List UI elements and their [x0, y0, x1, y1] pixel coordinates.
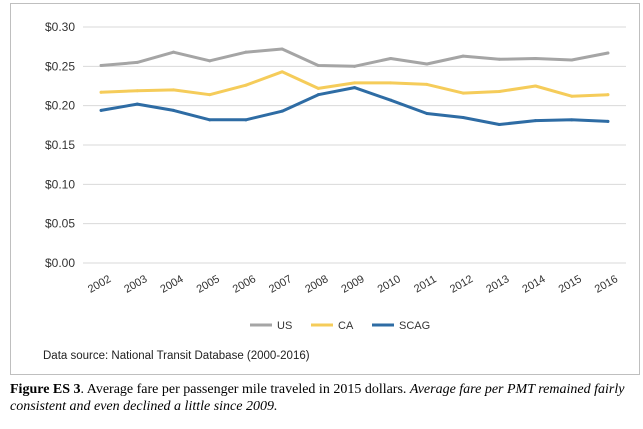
y-tick-label: $0.15	[45, 138, 75, 152]
data-point-scag	[353, 86, 356, 90]
data-point-scag	[244, 118, 248, 122]
x-tick-label: 2002	[86, 273, 113, 296]
x-tick-label: 2004	[158, 273, 185, 296]
chart-frame: $0.00 $0.05 $0.10 $0.15 $0.20 $0.25 $0.30 2002 2…	[10, 3, 640, 375]
data-point-us	[244, 50, 248, 54]
x-tick-label: 2012	[448, 273, 475, 296]
data-point-us	[534, 56, 537, 60]
legend-label-scag: SCAG	[399, 320, 430, 332]
data-point-us	[99, 64, 103, 68]
data-point-ca	[425, 82, 429, 86]
x-tick-label: 2009	[339, 273, 366, 296]
x-tick-label: 2006	[231, 273, 258, 296]
data-point-scag	[497, 123, 501, 127]
data-point-ca	[172, 88, 175, 92]
x-tick-label: 2010	[376, 273, 403, 296]
figure-title: . Average fare per passenger mile travel…	[80, 382, 410, 397]
data-point-us	[172, 50, 175, 54]
data-point-ca	[606, 93, 610, 97]
data-point-us	[606, 51, 610, 55]
data-point-scag	[316, 93, 320, 97]
data-point-scag	[461, 115, 465, 119]
data-point-ca	[497, 90, 501, 94]
data-point-us	[353, 64, 356, 68]
x-tick-label: 2016	[593, 273, 620, 296]
x-tick-label: 2005	[195, 273, 222, 296]
data-point-scag	[172, 108, 175, 112]
data-point-ca	[280, 70, 284, 74]
y-tick-label: $0.25	[45, 59, 75, 73]
figure-label: Figure ES 3	[10, 382, 81, 397]
data-point-ca	[135, 89, 139, 93]
data-point-ca	[353, 81, 356, 85]
x-tick-label: 2011	[412, 273, 438, 295]
data-source-note: Data source: National Transit Database (…	[43, 350, 310, 362]
x-tick-label: 2015	[557, 273, 584, 296]
data-point-ca	[534, 84, 537, 88]
y-tick-label: $0.10	[45, 177, 75, 191]
x-tick-label: 2013	[484, 273, 511, 296]
data-point-scag	[534, 119, 537, 123]
data-point-us	[425, 62, 429, 66]
y-tick-label: $0.05	[45, 217, 75, 231]
data-point-ca	[244, 83, 248, 87]
data-point-us	[461, 54, 465, 58]
legend-label-us: US	[277, 320, 292, 332]
x-tick-label: 2007	[267, 273, 294, 296]
data-point-ca	[208, 93, 212, 97]
series-line-us	[99, 47, 610, 68]
figure-note: Average fare per PMT remained fairly con…	[10, 382, 625, 414]
data-point-us	[570, 58, 574, 62]
data-point-us	[208, 59, 212, 63]
data-point-ca	[389, 81, 393, 85]
y-tick-label: $0.30	[45, 20, 75, 34]
data-point-ca	[316, 86, 320, 90]
figure-caption: Figure ES 3. Average fare per passenger …	[10, 381, 635, 415]
x-tick-label: 2008	[303, 273, 330, 296]
data-point-us	[280, 47, 284, 51]
data-point-scag	[280, 109, 284, 113]
y-tick-label: $0.20	[45, 99, 75, 113]
x-tick-label: 2014	[520, 273, 547, 296]
data-point-scag	[99, 108, 103, 112]
data-point-us	[389, 56, 393, 60]
data-point-ca	[570, 94, 574, 98]
legend-label-ca: CA	[338, 320, 354, 332]
data-point-us	[135, 60, 139, 64]
data-point-ca	[461, 91, 465, 95]
data-point-us	[497, 57, 501, 61]
data-point-scag	[208, 118, 212, 122]
data-point-scag	[570, 118, 574, 122]
line-chart: $0.00 $0.05 $0.10 $0.15 $0.20 $0.25 $0.30 2002 2…	[45, 20, 626, 332]
data-point-scag	[389, 98, 393, 102]
y-tick-label: $0.00	[45, 256, 75, 270]
x-tick-label: 2003	[122, 273, 149, 296]
data-point-scag	[606, 119, 610, 123]
data-point-ca	[99, 90, 103, 94]
data-point-scag	[135, 102, 139, 106]
data-point-us	[316, 64, 320, 68]
data-point-scag	[425, 112, 429, 116]
